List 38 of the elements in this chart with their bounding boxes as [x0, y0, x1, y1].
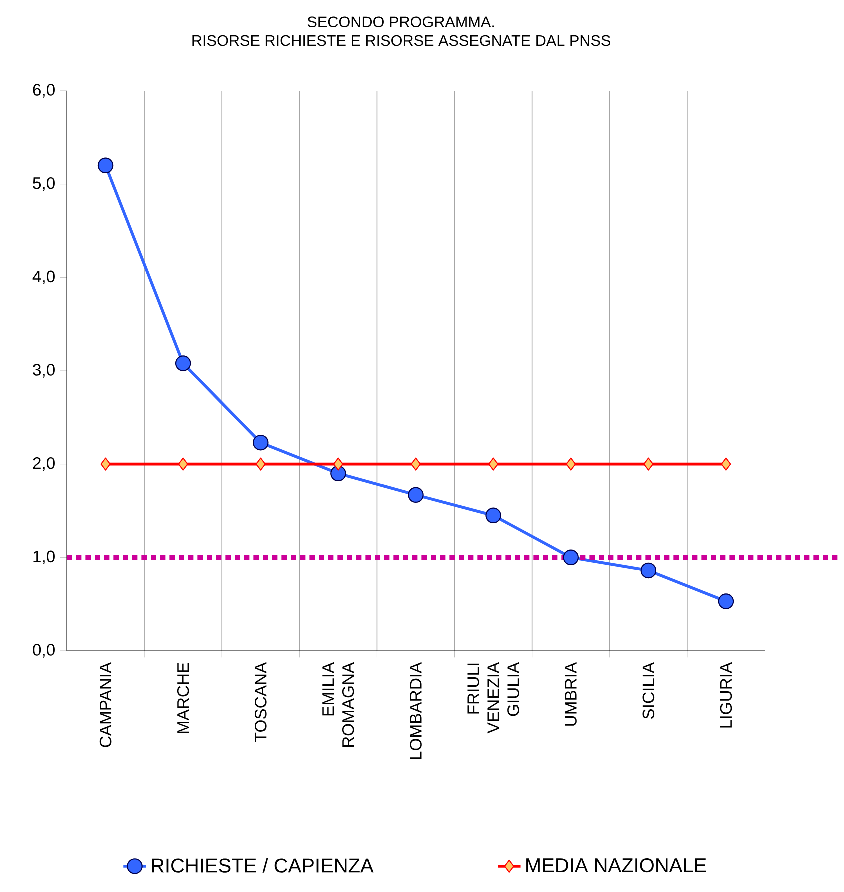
point [253, 434, 269, 451]
chart-title: SECONDO PROGRAMMA. [308, 16, 494, 28]
point [566, 458, 576, 471]
y-tick-label: 4,0 [32, 270, 56, 285]
point [640, 562, 657, 579]
point [486, 508, 502, 524]
point [98, 158, 114, 174]
point [718, 594, 734, 610]
point [408, 487, 424, 503]
point [256, 458, 266, 471]
legend-label: MEDIA NAZIONALE [526, 858, 706, 873]
x-tick-label: CAMPANIA [100, 662, 112, 748]
chart-subtitle: RISORSE RICHIESTE E RISORSE ASSEGNATE DAL PNSS [192, 35, 611, 46]
y-tick-label: 2,0 [33, 457, 56, 472]
point [100, 458, 111, 471]
legend-label: RICHIESTE / CAPIENZA [152, 858, 374, 873]
point [330, 466, 346, 482]
x-tick-label: UMBRIA [565, 662, 578, 726]
point [334, 458, 344, 471]
x-tick-label: TOSCANA [255, 662, 267, 742]
y-tick-label: 5,0 [33, 177, 56, 192]
point [721, 458, 732, 471]
point [563, 550, 580, 566]
point [644, 458, 654, 471]
y-tick-label: 0,0 [33, 644, 56, 658]
point [178, 458, 188, 471]
x-tick-label: LIGURIA [720, 662, 732, 728]
x-tick-label: LOMBARDIA [410, 662, 422, 760]
x-tick-label: EMILIA ROMAGNA [322, 662, 354, 748]
point [411, 458, 422, 471]
y-tick-label: 3,0 [33, 364, 56, 378]
x-tick-label: SICILIA [642, 662, 655, 720]
point [488, 458, 499, 471]
x-tick-label: FRIULI VENEZIA GIULIA [468, 662, 520, 734]
y-tick-label: 6,0 [33, 84, 56, 98]
x-tick-label: MARCHE [178, 663, 190, 734]
y-tick-label: 1,0 [34, 550, 56, 565]
point [176, 356, 192, 372]
